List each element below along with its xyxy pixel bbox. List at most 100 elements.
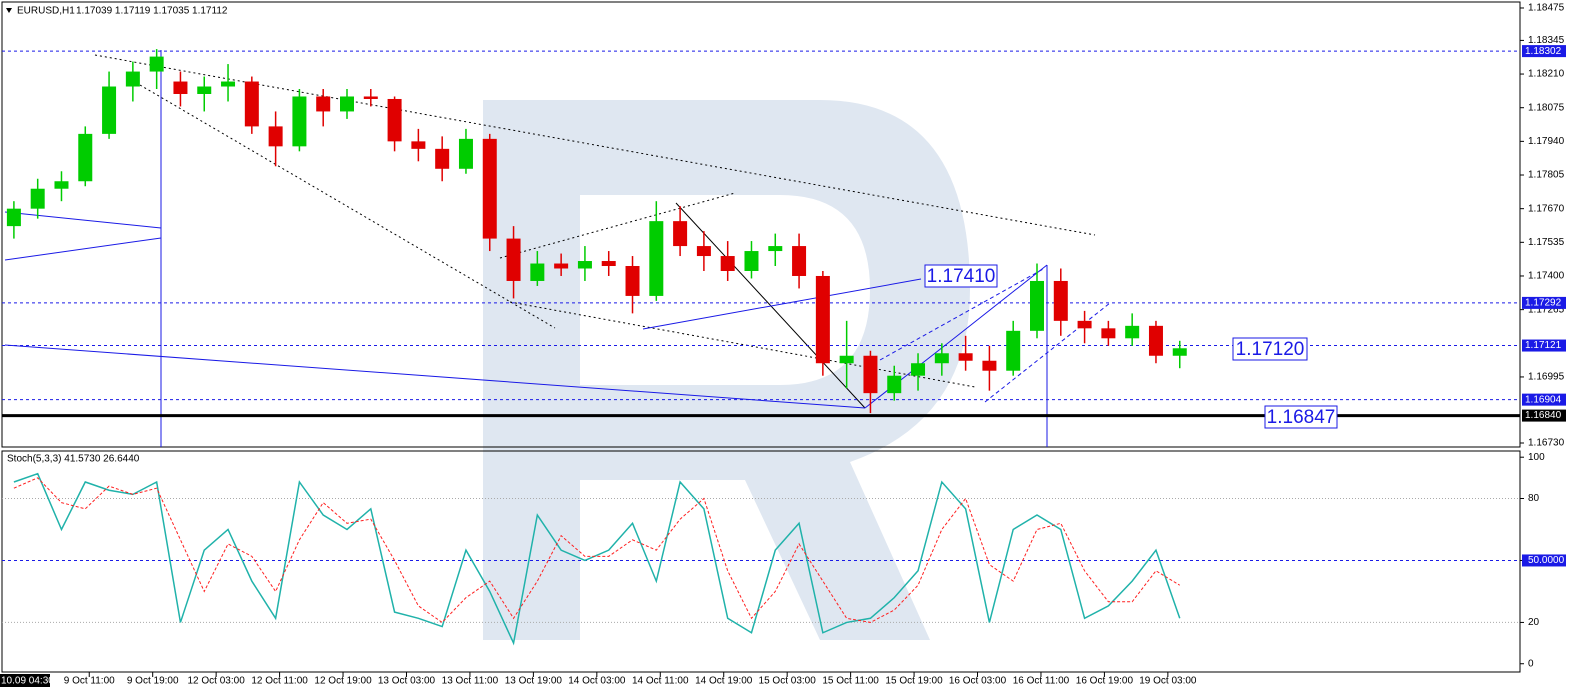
price-level-label: 1.17121	[1525, 340, 1562, 351]
candle-body	[30, 188, 45, 209]
symbol: EURUSD,H1	[17, 6, 75, 17]
candle-body	[839, 355, 854, 364]
y-tick-label: 1.17400	[1528, 271, 1565, 282]
x-tick-label: 9 Oct 19:00	[127, 676, 179, 687]
main-pane	[1, 1, 1521, 448]
candle-body	[340, 96, 354, 112]
y-tick-label: 1.18210	[1528, 69, 1565, 80]
watermark	[483, 100, 970, 640]
price-level-label: 1.16904	[1525, 394, 1562, 405]
candle-body	[149, 56, 164, 72]
candle-body	[1101, 328, 1116, 339]
candle-body	[958, 353, 973, 361]
x-tick-label: 9 Oct 11:00	[64, 676, 115, 687]
cursor-label: 10.09 04:30	[1, 676, 54, 687]
candle-body	[125, 71, 140, 87]
stoch-pane	[1, 450, 1521, 673]
ohlc: 1.17039 1.17119 1.17035 1.17112	[76, 6, 228, 17]
x-tick-label: 15 Oct 03:00	[759, 676, 817, 687]
annotation-box	[1232, 337, 1308, 361]
candle-body	[792, 246, 807, 276]
price-level-label: 1.16840	[1525, 410, 1562, 421]
candle-body	[911, 363, 926, 376]
candle-body	[387, 98, 402, 142]
candle-body	[411, 141, 426, 149]
x-tick-label: 15 Oct 19:00	[885, 676, 943, 687]
candle-body	[577, 261, 592, 269]
price-level-box	[1522, 409, 1566, 422]
candle-body	[54, 181, 69, 189]
stoch-level-box	[1522, 554, 1566, 567]
annotation: 1.17120	[1236, 339, 1305, 360]
y-tick-label: 1.16995	[1528, 372, 1565, 383]
y-tick-label: 20	[1528, 617, 1540, 628]
x-tick-label: 16 Oct 19:00	[1076, 676, 1134, 687]
y-tick-label: 100	[1528, 452, 1545, 463]
candle-body	[982, 360, 997, 371]
y-tick-label: 0	[1528, 658, 1534, 669]
price-level-label: 1.18302	[1525, 46, 1562, 57]
menu-arrow[interactable]	[6, 8, 12, 13]
price-level-box	[1522, 296, 1566, 309]
annotation-box	[1264, 405, 1338, 429]
y-tick-label: 1.17535	[1528, 237, 1565, 248]
x-tick-label: 16 Oct 11:00	[1013, 676, 1070, 687]
candle-body	[78, 133, 93, 182]
y-tick-label: 1.18345	[1528, 35, 1565, 46]
y-tick-label: 1.17940	[1528, 136, 1565, 147]
price-level-box	[1522, 45, 1566, 58]
x-tick-label: 12 Oct 11:00	[251, 676, 308, 687]
price-level-box	[1522, 393, 1566, 406]
x-tick-label: 13 Oct 11:00	[442, 676, 499, 687]
y-tick-label: 1.17265	[1528, 304, 1565, 315]
candle-body	[934, 353, 949, 364]
candle-body	[316, 96, 331, 112]
candle-body	[268, 126, 283, 147]
candle-body	[673, 221, 688, 247]
annotation: 1.16847	[1267, 407, 1336, 428]
candle-body	[292, 96, 307, 147]
y-tick-label: 80	[1528, 493, 1540, 504]
candles	[6, 49, 1187, 414]
candle-body	[1077, 320, 1092, 329]
y-tick-label: 1.18475	[1528, 3, 1565, 14]
candle-body	[1030, 280, 1044, 331]
candle-body	[1006, 330, 1021, 371]
x-tick-label: 15 Oct 11:00	[822, 676, 879, 687]
annotation-box	[924, 264, 998, 288]
x-tick-label: 14 Oct 03:00	[568, 676, 626, 687]
candle-body	[1053, 280, 1068, 321]
candle-body	[482, 138, 497, 239]
stoch-title: Stoch(5,3,3) 41.5730 26.6440	[7, 454, 140, 465]
candle-body	[720, 256, 735, 271]
x-tick-label: 12 Oct 03:00	[188, 676, 246, 687]
candle-body	[102, 86, 117, 134]
x-tick-label: 13 Oct 03:00	[378, 676, 436, 687]
candle-body	[458, 138, 473, 169]
candle-body	[554, 263, 569, 269]
x-tick-label: 16 Oct 03:00	[949, 676, 1007, 687]
x-tick-label: 14 Oct 11:00	[632, 676, 689, 687]
candle-body	[601, 261, 616, 267]
candle-body	[1148, 325, 1163, 356]
candle-body	[815, 275, 830, 364]
candle-body	[863, 355, 878, 394]
annotation: 1.17410	[927, 266, 996, 287]
candle-body	[1125, 325, 1140, 339]
candle-body	[768, 246, 783, 252]
stoch-line	[13, 477, 1181, 624]
cursor-label-bg	[0, 674, 50, 687]
price-level-label: 1.17292	[1525, 298, 1562, 309]
candle-body	[363, 96, 378, 99]
y-tick-label: 1.16730	[1528, 438, 1565, 449]
x-tick-label: 14 Oct 19:00	[695, 676, 753, 687]
y-tick-label: 1.17670	[1528, 203, 1565, 214]
candle-body	[173, 81, 188, 94]
candle-body	[649, 221, 664, 296]
candle-body	[1172, 348, 1187, 356]
candle-body	[244, 81, 259, 127]
y-tick-label: 50.0000	[1528, 555, 1565, 566]
candle-body	[887, 375, 902, 394]
